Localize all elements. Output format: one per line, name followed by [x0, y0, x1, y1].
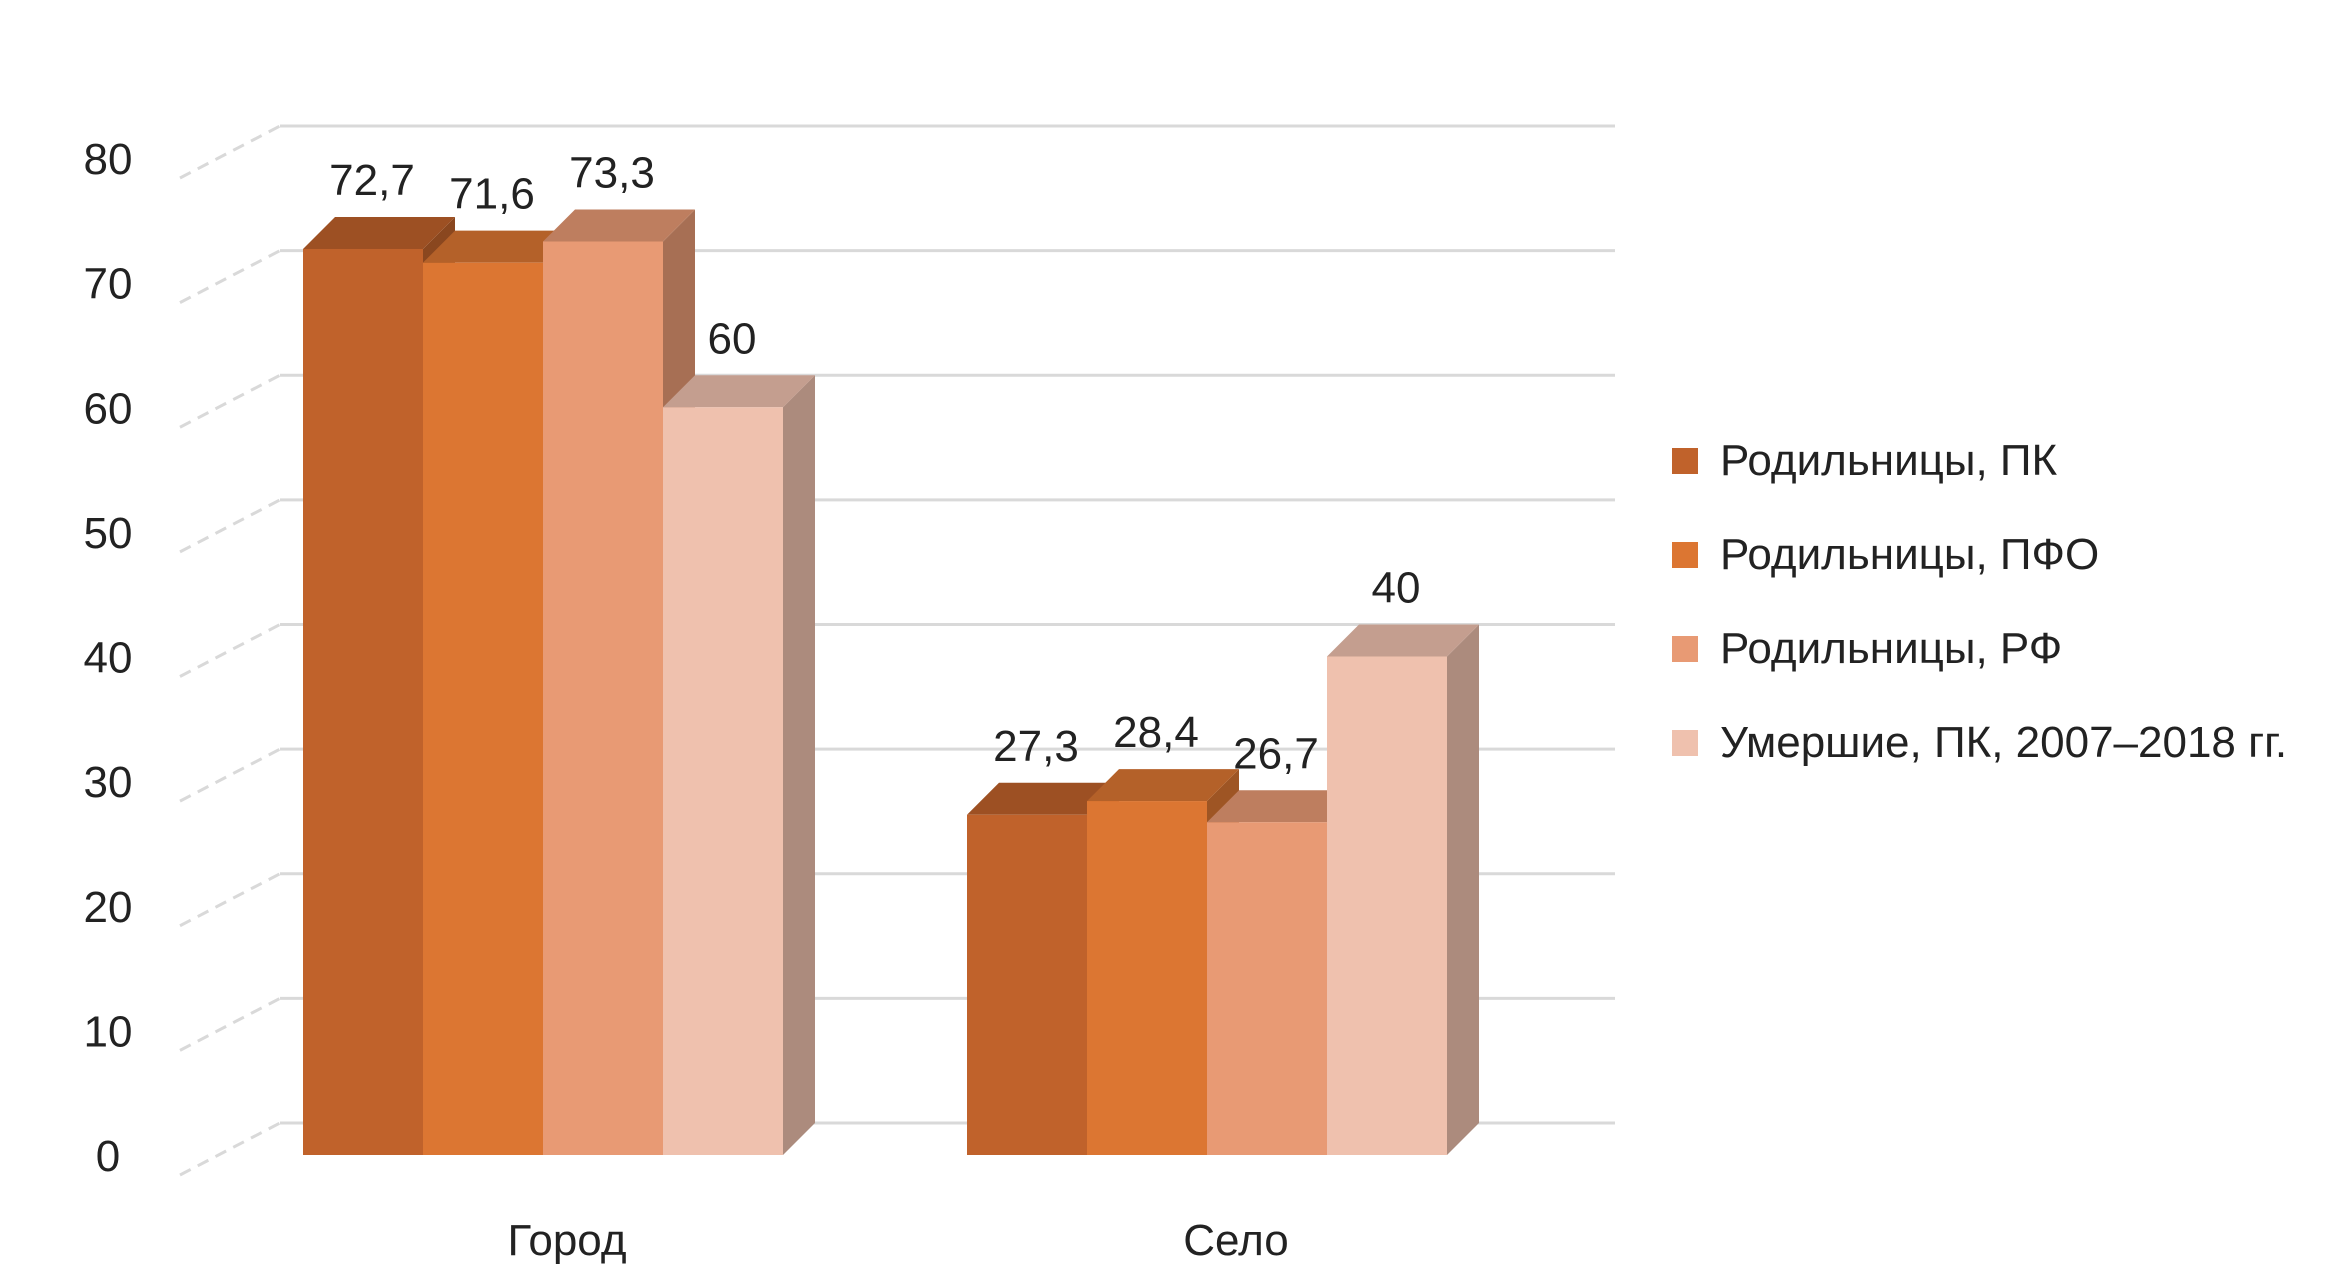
bars: [303, 209, 1479, 1155]
x-category-label: Село: [1183, 1216, 1288, 1265]
legend: Родильницы, ПК Родильницы, ПФО Родильниц…: [1672, 414, 2287, 790]
bar-top: [1207, 790, 1359, 823]
y-tick-label: 20: [84, 883, 133, 932]
legend-label: Родильницы, ПФО: [1720, 530, 2100, 579]
data-label: 27,3: [993, 722, 1079, 771]
data-labels: 72,7 27,3 71,6 28,4 73,3 26,7 60 40: [329, 148, 1420, 778]
y-tick-label: 50: [84, 509, 133, 558]
bar-top: [1087, 769, 1239, 802]
data-label: 73,3: [569, 148, 655, 197]
gridline-side: [179, 498, 281, 554]
y-tick-label: 10: [84, 1007, 133, 1056]
y-axis: 0 10 20 30 40 50 60 70 80: [84, 135, 133, 1181]
gridline-side: [179, 747, 281, 803]
bar: [663, 375, 815, 1155]
bar-front: [1327, 656, 1447, 1155]
legend-item-series-1: Родильницы, ПК: [1672, 414, 2287, 508]
bar-front: [663, 407, 783, 1155]
legend-item-series-3: Родильницы, РФ: [1672, 602, 2287, 696]
gridline-side: [179, 249, 281, 304]
legend-label: Умершие, ПК, 2007–2018 гг.: [1720, 718, 2288, 767]
data-label: 72,7: [329, 156, 415, 205]
x-category-label: Город: [507, 1216, 626, 1265]
bar-front: [423, 262, 543, 1155]
legend-item-series-2: Родильницы, ПФО: [1672, 508, 2287, 602]
legend-swatch: [1672, 636, 1698, 662]
bar-top: [1327, 624, 1479, 657]
legend-item-series-4: Умершие, ПК, 2007–2018 гг.: [1672, 696, 2287, 790]
y-tick-label: 70: [84, 260, 133, 309]
bar-top: [543, 209, 695, 242]
gridline-side: [179, 872, 281, 928]
data-label: 28,4: [1113, 708, 1199, 757]
y-tick-label: 40: [84, 634, 133, 683]
legend-label: Родильницы, РФ: [1720, 624, 2063, 673]
bar-top: [967, 782, 1119, 815]
gridline-side: [179, 623, 281, 678]
bar-front: [1207, 822, 1327, 1155]
bar-front: [543, 241, 663, 1155]
gridline-side: [179, 124, 281, 180]
x-axis: Город Село: [507, 1216, 1288, 1265]
legend-label: Родильницы, ПК: [1720, 436, 2058, 485]
bar-front: [967, 814, 1087, 1155]
bar-front: [303, 248, 423, 1155]
y-tick-label: 30: [84, 758, 133, 807]
bar-top: [423, 230, 575, 263]
legend-swatch: [1672, 448, 1698, 474]
y-tick-label: 0: [96, 1132, 120, 1181]
bar-top: [303, 216, 455, 249]
legend-swatch: [1672, 730, 1698, 756]
data-label: 26,7: [1233, 729, 1319, 778]
gridline-side: [179, 1121, 281, 1177]
bar-top: [663, 375, 815, 408]
gridline-side: [179, 997, 281, 1052]
bar: [1327, 624, 1479, 1155]
bar-front: [1087, 801, 1207, 1155]
data-label: 71,6: [449, 170, 535, 219]
y-tick-label: 80: [84, 135, 133, 184]
bar-side: [783, 375, 815, 1155]
y-tick-label: 60: [84, 384, 133, 433]
data-label: 40: [1372, 564, 1421, 613]
gridline-side: [179, 373, 281, 429]
bar-side: [1447, 624, 1479, 1155]
legend-swatch: [1672, 542, 1698, 568]
data-label: 60: [708, 314, 757, 363]
